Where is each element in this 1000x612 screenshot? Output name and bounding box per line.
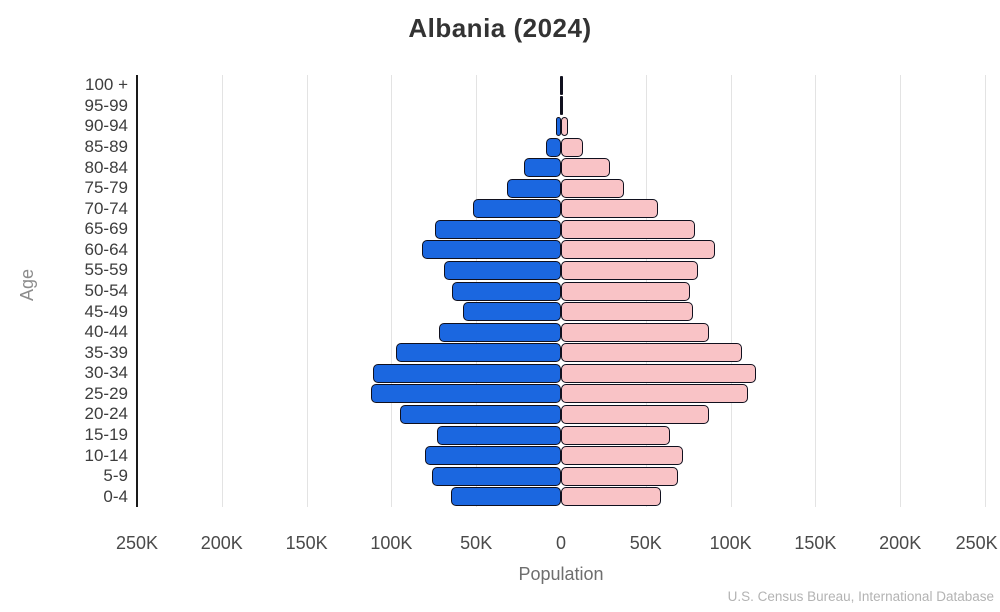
bar-female-45-49 (561, 302, 694, 322)
bar-male-25-29 (371, 384, 561, 404)
y-tick-label-60-64: 60-64 (84, 239, 128, 259)
bar-male-35-39 (396, 343, 561, 363)
x-tick-label-9: 200K (879, 533, 922, 553)
bar-male-55-59 (443, 260, 561, 280)
bar-female-85-89 (561, 137, 584, 157)
bar-male-65-69 (435, 219, 561, 239)
bar-female-0-4 (561, 487, 662, 507)
gridline-200K (221, 75, 223, 507)
bar-female-90-94 (561, 116, 568, 136)
y-tick-label-90-94: 90-94 (84, 116, 128, 136)
x-tick-label-7: 100K (709, 533, 752, 553)
bar-female-65-69 (561, 219, 695, 239)
chart-title: Albania (2024) (408, 13, 592, 43)
x-tick-label-2: 150K (285, 533, 328, 553)
x-tick-label-1: 200K (200, 533, 243, 553)
y-tick-label-20-24: 20-24 (84, 404, 128, 424)
bar-female-50-54 (561, 281, 690, 301)
bar-male-15-19 (437, 425, 561, 445)
bar-female-75-79 (561, 178, 624, 198)
y-tick-label-80-84: 80-84 (84, 157, 128, 177)
y-tick-label-50-54: 50-54 (84, 281, 128, 300)
y-tick-label-70-74: 70-74 (84, 198, 128, 218)
bar-female-40-44 (561, 322, 709, 342)
y-tick-label-25-29: 25-29 (84, 383, 128, 403)
x-tick-label-10: 250K (955, 533, 998, 553)
bar-male-90-94 (555, 116, 561, 136)
y-tick-label-85-89: 85-89 (84, 137, 128, 156)
bar-male-45-49 (462, 302, 561, 322)
plot-area (136, 75, 986, 507)
x-tick-label-0: 250K (115, 533, 159, 553)
y-tick-label-65-69: 65-69 (84, 219, 128, 239)
gridline-100K (730, 75, 732, 507)
gridline-250K (985, 75, 986, 507)
bar-female-95-99 (561, 96, 564, 116)
bar-male-75-79 (506, 178, 561, 198)
y-tick-label-55-59: 55-59 (84, 260, 128, 280)
bar-female-80-84 (561, 158, 611, 178)
bar-female-60-64 (561, 240, 716, 260)
x-tick-label-6: 50K (629, 533, 662, 553)
y-tick-label-75-79: 75-79 (84, 178, 128, 198)
y-tick-label-10-14: 10-14 (84, 445, 128, 465)
x-tick-label-3: 100K (370, 533, 413, 553)
bar-male-0-4 (450, 487, 561, 507)
y-tick-label-30-34: 30-34 (84, 363, 128, 383)
bar-female-10-14 (561, 446, 684, 466)
gridline-150K (306, 75, 308, 507)
y-tick-label-15-19: 15-19 (84, 425, 128, 444)
bar-male-70-74 (472, 199, 561, 219)
bar-male-5-9 (432, 466, 561, 486)
y-tick-label-5-9: 5-9 (103, 466, 128, 486)
y-tick-label-40-44: 40-44 (84, 322, 128, 342)
y-tick-label-35-39: 35-39 (84, 342, 128, 362)
bar-male-80-84 (523, 158, 561, 178)
bar-male-10-14 (425, 446, 561, 466)
bar-male-40-44 (438, 322, 561, 342)
y-tick-label-45-49: 45-49 (84, 301, 128, 321)
bar-female-35-39 (561, 343, 743, 363)
bar-male-30-34 (372, 363, 561, 383)
source-attribution: U.S. Census Bureau, International Databa… (727, 589, 994, 604)
bar-female-20-24 (561, 404, 709, 424)
bar-male-60-64 (421, 240, 561, 260)
bar-female-15-19 (561, 425, 670, 445)
y-tick-label-100+: 100 + (84, 75, 128, 95)
bar-female-55-59 (561, 260, 699, 280)
bar-female-25-29 (561, 384, 748, 404)
x-tick-label-8: 150K (794, 533, 837, 553)
x-axis-title: Population (518, 564, 604, 584)
bar-female-100+ (561, 75, 563, 95)
bar-male-85-89 (545, 137, 561, 157)
gridline-150K (815, 75, 817, 507)
bar-male-50-54 (452, 281, 561, 301)
bar-female-70-74 (561, 199, 658, 219)
gridline-100K (391, 75, 393, 507)
x-tick-label-4: 50K (460, 533, 493, 553)
y-tick-label-0-4: 0-4 (103, 486, 128, 506)
y-axis-line (136, 75, 138, 507)
bar-female-5-9 (561, 466, 679, 486)
y-tick-label-95-99: 95-99 (84, 95, 128, 115)
bar-male-20-24 (399, 404, 561, 424)
gridline-200K (900, 75, 902, 507)
bar-female-30-34 (561, 363, 757, 383)
x-tick-label-5: 0 (555, 533, 567, 553)
